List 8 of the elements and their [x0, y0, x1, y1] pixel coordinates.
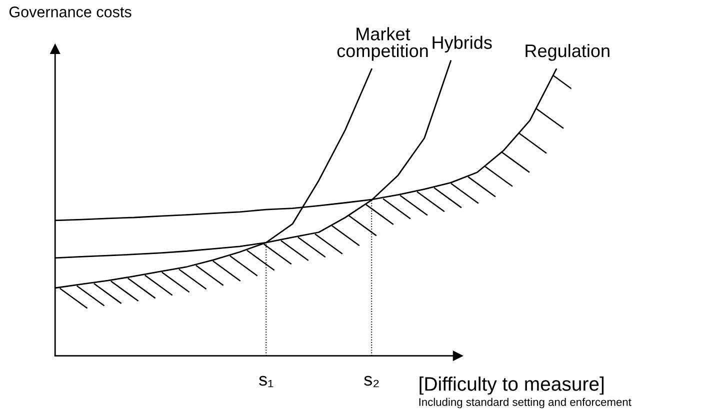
text: Including standard setting and enforcement [419, 398, 632, 408]
series-label: Hybrids [432, 36, 492, 53]
y-axis-title: Governance costs [9, 6, 132, 18]
x-tick-label: s₁ [259, 376, 274, 388]
series-label: Regulation [526, 44, 610, 61]
x-axis-title: [Difficulty to measure] [420, 376, 604, 395]
x-tick-label: s₂ [364, 376, 379, 388]
series-label: Market competition [337, 27, 428, 61]
